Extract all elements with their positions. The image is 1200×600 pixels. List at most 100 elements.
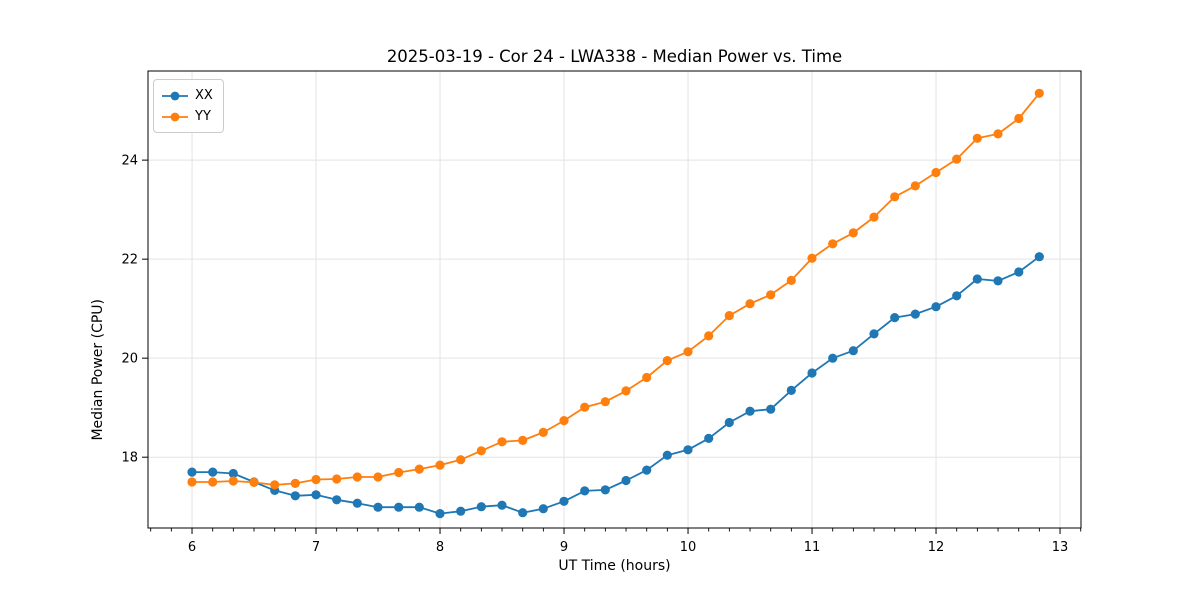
data-point-xx bbox=[1014, 267, 1024, 277]
data-point-xx bbox=[228, 468, 238, 479]
data-point-xx bbox=[890, 313, 900, 323]
data-point-xx bbox=[910, 309, 920, 319]
data-point-yy bbox=[972, 133, 982, 143]
data-point-yy bbox=[1014, 113, 1024, 124]
data-point-xx bbox=[311, 490, 321, 500]
data-point-xx bbox=[745, 406, 755, 416]
data-point-xx bbox=[332, 495, 342, 505]
chart-title: 2025-03-19 - Cor 24 - LWA338 - Median Po… bbox=[386, 47, 843, 66]
data-point-xx bbox=[683, 445, 693, 455]
data-point-xx bbox=[704, 433, 714, 443]
data-point-yy bbox=[559, 416, 569, 426]
data-point-xx bbox=[786, 385, 796, 395]
data-point-xx bbox=[497, 500, 507, 510]
legend-label: XX bbox=[195, 88, 213, 103]
data-point-yy bbox=[290, 478, 300, 488]
data-point-xx bbox=[414, 502, 424, 512]
legend-item-yy: YY bbox=[162, 106, 213, 127]
data-point-yy bbox=[910, 181, 920, 191]
y-tick-label: 22 bbox=[121, 253, 138, 268]
data-point-yy bbox=[394, 467, 404, 478]
data-point-xx bbox=[621, 475, 631, 486]
data-point-yy bbox=[745, 299, 755, 309]
x-tick-label: 9 bbox=[560, 540, 568, 555]
legend-item-xx: XX bbox=[162, 85, 213, 106]
data-point-yy bbox=[724, 311, 734, 321]
data-point-xx bbox=[642, 465, 652, 475]
data-point-xx bbox=[1034, 252, 1044, 262]
data-point-yy bbox=[931, 167, 941, 178]
data-point-xx bbox=[931, 302, 941, 312]
data-point-yy bbox=[249, 477, 259, 487]
data-point-xx bbox=[290, 491, 300, 501]
plot-background bbox=[148, 71, 1081, 528]
y-tick-label: 24 bbox=[121, 154, 138, 169]
y-tick-label: 20 bbox=[121, 352, 138, 367]
data-point-xx bbox=[972, 274, 982, 284]
data-point-xx bbox=[869, 329, 879, 339]
data-point-xx bbox=[807, 368, 817, 378]
data-point-yy bbox=[828, 239, 838, 249]
data-point-yy bbox=[683, 347, 693, 357]
data-point-yy bbox=[332, 474, 342, 484]
data-point-yy bbox=[952, 154, 962, 164]
data-point-xx bbox=[559, 496, 569, 506]
data-point-xx bbox=[476, 502, 486, 512]
x-tick-label: 8 bbox=[436, 540, 444, 555]
data-point-yy bbox=[600, 397, 610, 407]
data-point-xx bbox=[394, 502, 404, 512]
data-point-yy bbox=[373, 472, 383, 482]
x-tick-label: 12 bbox=[928, 540, 945, 555]
data-point-xx bbox=[993, 276, 1003, 286]
data-point-yy bbox=[662, 356, 672, 366]
data-point-xx bbox=[373, 502, 383, 512]
data-point-yy bbox=[621, 386, 631, 396]
data-point-xx bbox=[435, 508, 445, 519]
data-point-yy bbox=[1034, 88, 1044, 98]
data-point-yy bbox=[270, 480, 280, 490]
data-point-xx bbox=[828, 353, 838, 363]
data-point-yy bbox=[580, 402, 590, 412]
data-point-xx bbox=[952, 291, 962, 301]
data-point-xx bbox=[580, 486, 590, 496]
data-point-yy bbox=[414, 464, 424, 474]
data-point-xx bbox=[352, 498, 362, 508]
x-tick-label: 6 bbox=[188, 540, 196, 555]
data-point-xx bbox=[724, 417, 734, 428]
data-point-yy bbox=[476, 446, 486, 456]
legend-marker-icon bbox=[162, 91, 188, 100]
x-tick-label: 10 bbox=[680, 540, 697, 555]
data-point-xx bbox=[662, 450, 672, 460]
data-point-xx bbox=[208, 467, 218, 477]
data-point-yy bbox=[187, 477, 197, 487]
data-point-yy bbox=[890, 192, 900, 202]
y-tick-label: 18 bbox=[121, 451, 138, 466]
data-point-yy bbox=[869, 212, 879, 222]
plot-border bbox=[147, 70, 1082, 529]
legend-marker-icon bbox=[162, 112, 188, 121]
data-point-xx bbox=[848, 346, 858, 356]
data-point-yy bbox=[704, 331, 714, 341]
data-point-yy bbox=[993, 129, 1003, 139]
data-point-xx bbox=[518, 508, 528, 518]
data-point-yy bbox=[807, 253, 817, 263]
data-point-yy bbox=[228, 476, 238, 486]
data-point-yy bbox=[352, 472, 362, 482]
data-point-yy bbox=[766, 290, 776, 300]
x-tick-label: 7 bbox=[312, 540, 320, 555]
data-point-yy bbox=[518, 435, 528, 445]
data-point-yy bbox=[786, 275, 796, 285]
data-point-xx bbox=[600, 485, 610, 495]
data-point-xx bbox=[538, 504, 548, 514]
x-axis-label: UT Time (hours) bbox=[558, 558, 671, 574]
legend: XX YY bbox=[153, 79, 224, 133]
data-point-yy bbox=[848, 228, 858, 238]
data-point-yy bbox=[642, 372, 652, 383]
data-point-yy bbox=[311, 474, 321, 485]
data-point-xx bbox=[456, 506, 466, 516]
data-point-yy bbox=[456, 455, 466, 465]
data-point-xx bbox=[187, 467, 197, 477]
data-point-yy bbox=[435, 460, 445, 470]
